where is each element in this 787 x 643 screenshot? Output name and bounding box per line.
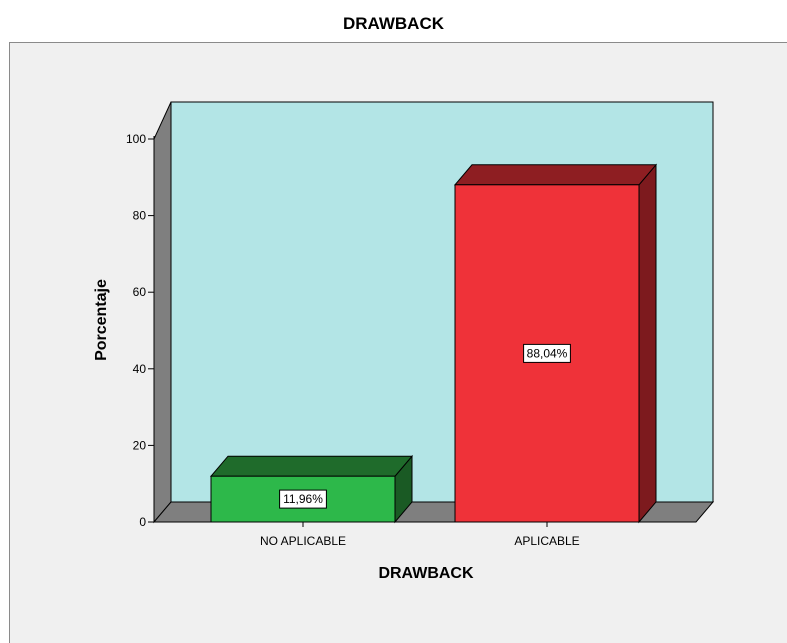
bar-side — [638, 163, 657, 524]
data-label-text: 11,96% — [283, 492, 323, 506]
data-label: 11,96% — [279, 489, 327, 509]
bar — [453, 163, 658, 524]
x-tick-label: NO APLICABLE — [260, 534, 346, 548]
x-tick-label: APLICABLE — [514, 534, 579, 548]
y-tick-label: 100 — [126, 132, 146, 146]
data-label-box — [523, 343, 571, 363]
data-label: 88,04% — [523, 343, 571, 363]
y-tick-label: 60 — [133, 285, 147, 299]
bar — [209, 454, 414, 524]
y-tick-label: 20 — [133, 438, 147, 452]
plot-side-wall — [153, 101, 172, 524]
labels-group: NO APLICABLE 11,96% APLICABLE 88,04% — [260, 343, 580, 548]
data-label-text: 88,04% — [527, 346, 568, 360]
y-axis-title: Porcentaje — [93, 279, 110, 361]
y-tick-label: 0 — [139, 515, 146, 529]
x-axis-title: DRAWBACK — [378, 565, 474, 582]
chart-title: DRAWBACK — [342, 14, 445, 33]
bar-chart: 0 20 40 60 80 100 NO APLICABLE 11,96% APLICABLE… — [93, 101, 715, 582]
bar-top — [209, 455, 414, 477]
y-tick-label: 40 — [133, 362, 147, 376]
y-axis: 0 20 40 60 80 100 — [126, 132, 155, 529]
data-label-box — [279, 489, 327, 509]
y-tick-label: 80 — [133, 209, 147, 223]
bar-top — [453, 164, 658, 186]
